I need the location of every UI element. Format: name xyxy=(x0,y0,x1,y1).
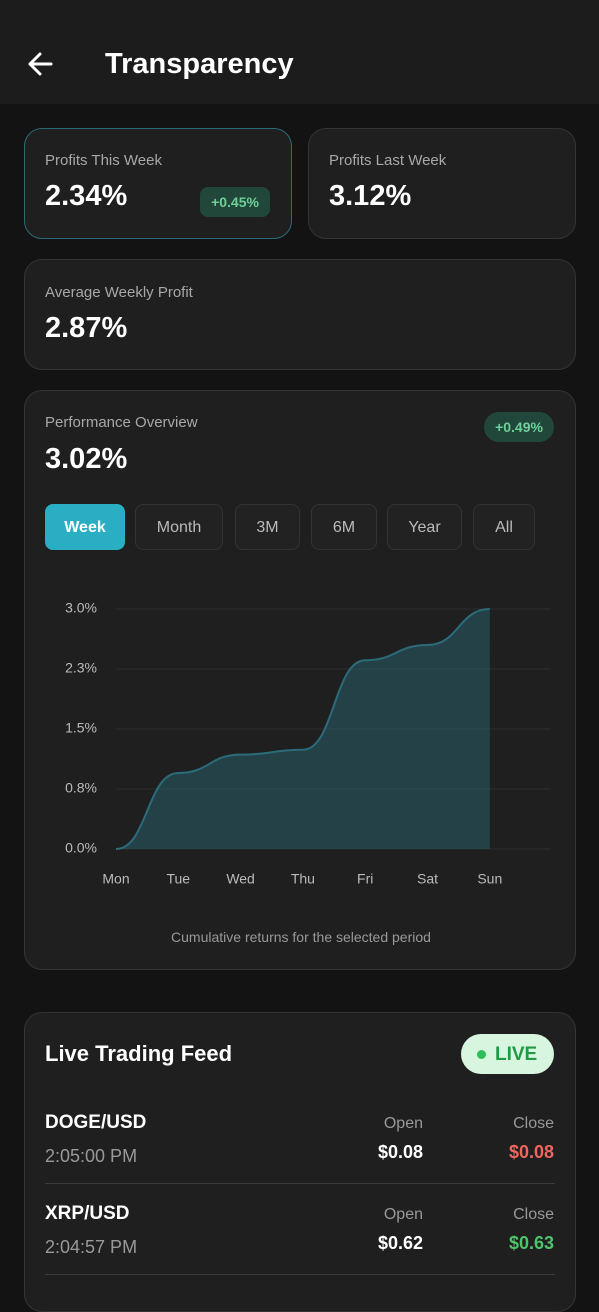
period-tab[interactable]: 6M xyxy=(311,504,377,550)
y-tick-label: 3.0% xyxy=(65,600,97,616)
live-badge: LIVE xyxy=(461,1034,554,1074)
close-price: $0.63 xyxy=(508,1233,554,1253)
x-tick-label: Wed xyxy=(226,871,255,887)
close-price: $0.08 xyxy=(508,1142,554,1162)
stat-value: 2.34% xyxy=(45,180,128,212)
live-text: LIVE xyxy=(495,1044,538,1065)
divider xyxy=(45,1274,555,1275)
divider xyxy=(45,1183,555,1184)
performance-change: +0.49% xyxy=(484,412,554,442)
y-tick-label: 0.8% xyxy=(65,780,97,796)
open-price: $0.62 xyxy=(377,1233,423,1253)
stat-card: Profits This Week 2.34% +0.45% xyxy=(24,128,292,239)
chart-caption: Cumulative returns for the selected peri… xyxy=(171,929,431,945)
line xyxy=(115,608,490,850)
close-label: Close xyxy=(513,1206,554,1223)
trade-time: 2:05:00 PM xyxy=(45,1146,138,1166)
feed-card: Live Trading Feed LIVE xyxy=(24,1012,576,1312)
close-label: Close xyxy=(513,1115,554,1132)
period-tab[interactable]: All xyxy=(473,504,535,550)
trade-pair: DOGE/USD xyxy=(45,1112,147,1133)
period-tab[interactable]: 3M xyxy=(235,504,300,550)
stat-card: Profits Last Week 3.12% xyxy=(308,128,576,239)
period-tab[interactable]: Month xyxy=(135,504,223,550)
feed-title: Live Trading Feed xyxy=(45,1041,233,1066)
stat-value: 3.12% xyxy=(329,180,412,212)
stat-label: Profits This Week xyxy=(45,152,162,169)
performance-card: Performance Overview 3.02% +0.49% Cumula… xyxy=(24,390,576,970)
x-tick-label: Sun xyxy=(477,871,502,887)
chart: 3.0% 2.3% 1.5% 0.8% 0.0% Mon Tue Wed Thu Fri Sat Su… xyxy=(65,600,550,887)
stat-label: Average Weekly Profit xyxy=(45,284,193,301)
x-tick-label: Tue xyxy=(166,871,190,887)
back-button[interactable] xyxy=(26,50,54,78)
live-dot xyxy=(477,1050,486,1059)
period-tab[interactable]: Year xyxy=(387,504,462,550)
x-tick-label: Thu xyxy=(291,871,315,887)
open-price: $0.08 xyxy=(377,1142,423,1162)
performance-label: Performance Overview xyxy=(45,414,198,431)
x-tick-label: Sat xyxy=(417,871,438,887)
y-tick-label: 0.0% xyxy=(65,840,97,856)
page-title: Transparency xyxy=(105,48,294,80)
y-tick-label: 1.5% xyxy=(65,720,97,736)
area xyxy=(116,609,490,849)
stat-value: 2.87% xyxy=(45,312,128,344)
trade-pair: XRP/USD xyxy=(45,1203,130,1224)
open-label: Open xyxy=(383,1115,423,1132)
x-tick-label: Fri xyxy=(357,871,373,887)
x-tick-label: Mon xyxy=(102,871,129,887)
stat-change: +0.45% xyxy=(200,187,270,217)
stat-card: Average Weekly Profit 2.87% xyxy=(24,259,576,370)
period-tab[interactable]: Week xyxy=(45,504,125,550)
header: Transparency xyxy=(0,0,599,104)
y-tick-label: 2.3% xyxy=(65,660,97,676)
performance-value: 3.02% xyxy=(45,443,128,475)
trade-time: 2:04:57 PM xyxy=(45,1237,138,1257)
open-label: Open xyxy=(383,1206,423,1223)
stat-label: Profits Last Week xyxy=(329,152,447,169)
